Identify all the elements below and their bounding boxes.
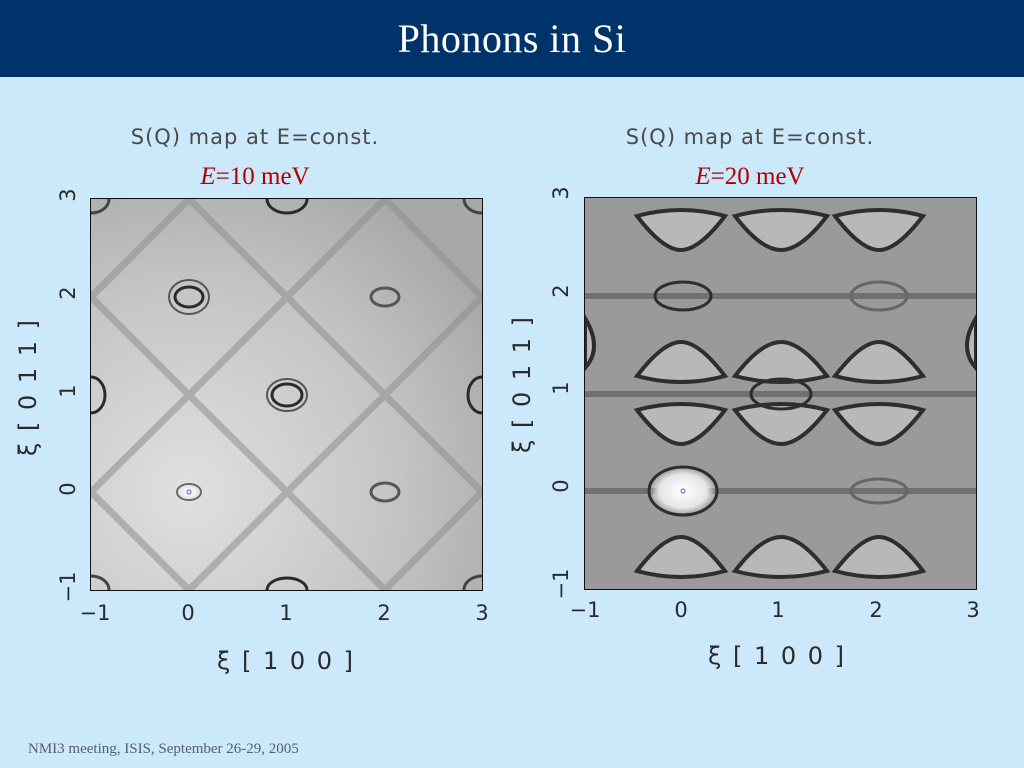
energy-label: E=10 meV (20, 163, 490, 191)
y-tick-label: 0 (549, 479, 573, 493)
slide-footer: NMI3 meeting, ISIS, September 26-29, 200… (28, 741, 299, 757)
intensity-map-image (585, 198, 976, 589)
y-tick-label: 0 (56, 482, 80, 496)
y-tick-label: 1 (56, 384, 80, 398)
x-tick-label: 1 (771, 598, 785, 622)
sq-map-panel-10mev: S(Q) map at E=const. E=10 meV (14, 120, 490, 690)
y-tick-label: 3 (549, 186, 573, 200)
slide-title: Phonons in Si (397, 16, 627, 61)
y-tick-label: −1 (56, 571, 80, 603)
x-tick-label: 0 (674, 598, 688, 622)
y-axis-label: ξ [ 0 1 1 ] (14, 317, 42, 457)
y-tick-label: 1 (549, 381, 573, 395)
y-tick-label: −1 (549, 568, 573, 600)
energy-label: E=20 meV (515, 163, 985, 191)
x-tick-label: 3 (966, 598, 980, 622)
energy-value: =20 meV (710, 163, 805, 190)
y-axis-label: ξ [ 0 1 1 ] (508, 314, 536, 454)
energy-symbol: E (695, 163, 711, 190)
x-axis-label: ξ [ 1 0 0 ] (707, 642, 847, 670)
x-tick-label: 3 (475, 601, 489, 625)
intensity-map (90, 198, 483, 591)
y-tick-label: 3 (56, 188, 80, 202)
x-tick-label: −1 (79, 601, 111, 625)
x-tick-label: 2 (869, 598, 883, 622)
x-axis-label: ξ [ 1 0 0 ] (216, 647, 356, 675)
x-tick-label: −1 (569, 598, 601, 622)
y-tick-label: 2 (549, 284, 573, 298)
intensity-map-image (91, 199, 482, 590)
title-bar: Phonons in Si (0, 0, 1024, 77)
y-tick-label: 2 (56, 286, 80, 300)
intensity-map (584, 197, 977, 590)
x-tick-label: 2 (377, 601, 391, 625)
x-tick-label: 0 (181, 601, 195, 625)
energy-value: =10 meV (215, 163, 310, 190)
map-heading: S(Q) map at E=const. (130, 125, 380, 149)
sq-map-panel-20mev: S(Q) map at E=const. E=20 meV (508, 120, 985, 690)
x-tick-label: 1 (279, 601, 293, 625)
energy-symbol: E (200, 163, 216, 190)
map-heading: S(Q) map at E=const. (625, 125, 875, 149)
